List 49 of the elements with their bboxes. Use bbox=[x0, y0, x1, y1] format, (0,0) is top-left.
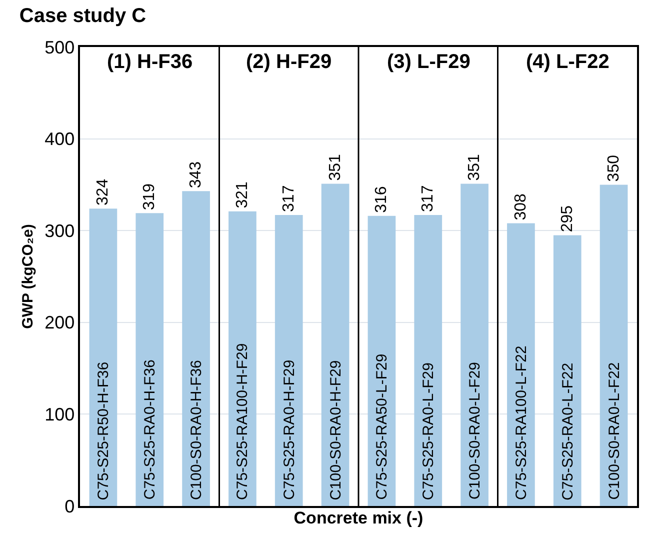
bar bbox=[368, 216, 396, 506]
x-tick-label: C75-S25-RA50-L-F29 bbox=[374, 354, 391, 500]
x-tick-label: C75-S25-RA100-H-F29 bbox=[234, 343, 251, 500]
y-tick-label: 0 bbox=[64, 496, 75, 516]
data-label: 321 bbox=[234, 182, 251, 208]
data-label: 295 bbox=[558, 205, 576, 232]
bar bbox=[414, 214, 442, 506]
chart-title: Case study C bbox=[19, 5, 146, 28]
x-tick-label: C75-S25-RA0-L-F22 bbox=[559, 362, 576, 500]
y-tick-label: 500 bbox=[44, 37, 75, 58]
data-label: 350 bbox=[605, 154, 622, 182]
y-tick-label: 400 bbox=[44, 129, 75, 150]
bar bbox=[136, 213, 164, 506]
y-tick-label: 200 bbox=[44, 312, 75, 333]
annotation: (1) H-F36 bbox=[107, 51, 193, 73]
data-label: 308 bbox=[512, 193, 530, 220]
bar bbox=[182, 191, 210, 506]
bar bbox=[321, 184, 350, 506]
data-label: 324 bbox=[94, 178, 112, 206]
data-label: 319 bbox=[141, 183, 158, 210]
data-label: 317 bbox=[280, 185, 298, 212]
x-tick-label: C100-S0-RA0-H-F29 bbox=[327, 360, 344, 500]
x-tick-label: C75-S25-R50-H-F36 bbox=[95, 362, 112, 500]
data-label: 317 bbox=[420, 185, 437, 212]
bar bbox=[553, 235, 582, 506]
data-label: 351 bbox=[326, 154, 344, 181]
x-tick-label: C100-S0-RA0-H-F36 bbox=[188, 360, 206, 500]
data-label: 351 bbox=[466, 154, 484, 181]
x-tick-label: C75-S25-RA0-H-F29 bbox=[280, 360, 298, 500]
x-axis-title: Concrete mix (-) bbox=[294, 508, 424, 528]
x-tick-label: C75-S25-RA0-H-F36 bbox=[142, 360, 159, 500]
y-tick-label: 300 bbox=[44, 220, 75, 241]
bar bbox=[507, 223, 535, 506]
bar bbox=[228, 211, 256, 506]
bar bbox=[460, 184, 488, 506]
annotation: (3) L-F29 bbox=[387, 51, 470, 73]
annotation: (2) H-F29 bbox=[246, 51, 332, 73]
y-axis-title: GWP (kgCO₂e) bbox=[19, 224, 36, 329]
bar bbox=[600, 184, 628, 506]
annotation: (4) L-F22 bbox=[526, 51, 610, 73]
data-label: 343 bbox=[188, 161, 205, 188]
data-label: 316 bbox=[373, 186, 390, 213]
bar bbox=[274, 214, 303, 506]
bar bbox=[89, 208, 118, 506]
x-tick-label: C75-S25-RA100-L-F22 bbox=[512, 346, 530, 500]
x-tick-label: C100-S0-RA0-L-F22 bbox=[606, 362, 623, 500]
x-tick-label: C100-S0-RA0-L-F29 bbox=[466, 362, 484, 500]
y-tick-label: 100 bbox=[44, 404, 75, 424]
x-tick-label: C75-S25-RA0-L-F29 bbox=[420, 362, 438, 500]
